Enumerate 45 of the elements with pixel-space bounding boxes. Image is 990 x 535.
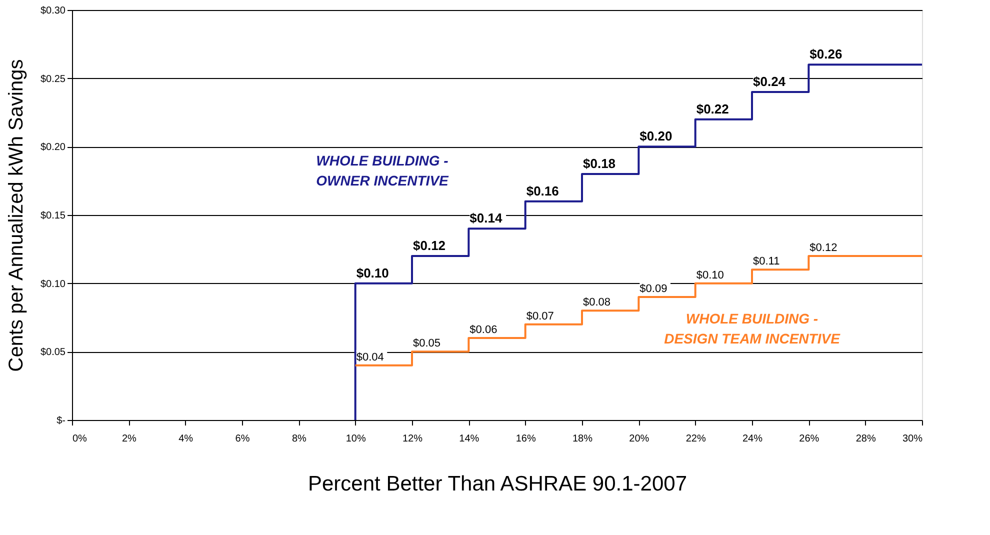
text: WHOLE BUILDING - OWNER INCENTIVE (316, 152, 450, 189)
series-label: WHOLE BUILDING - DESIGN TEAM INCENTIVE (664, 310, 841, 347)
x-tick-label: 20% (629, 434, 650, 444)
x-tick-label: 8% (292, 434, 306, 444)
data-label: $0.24 (753, 74, 786, 89)
data-label: $0.14 (470, 210, 503, 226)
x-tick-label: 12% (402, 434, 423, 444)
data-label: $0.05 (413, 338, 441, 350)
data-label: $0.06 (470, 324, 498, 336)
y-tick-label: $0.10 (40, 278, 66, 290)
y-tick-label: $0.30 (40, 6, 66, 16)
data-label: $0.04 (356, 351, 384, 364)
y-tick-label: $- (56, 416, 66, 426)
data-label: $0.10 (356, 265, 389, 280)
data-label: $0.12 (810, 242, 838, 254)
data-label: $0.26 (810, 46, 842, 62)
x-tick-label: 22% (686, 434, 706, 444)
x-tick-label: 16% (516, 434, 536, 444)
x-tick-label: 28% (856, 434, 876, 444)
x-tick-label: 14% (459, 434, 480, 444)
data-label: $0.08 (583, 296, 611, 309)
x-tick-label: 0% (72, 434, 88, 444)
data-label: $0.20 (640, 128, 672, 144)
x-axis-title: Percent Better Than ASHRAE 90.1-2007 (308, 472, 688, 496)
data-label: $0.16 (526, 183, 559, 198)
data-label: $0.11 (753, 256, 780, 268)
x-tick-label: 10% (346, 434, 366, 444)
data-label: $0.18 (583, 156, 616, 171)
x-tick-label: 18% (572, 434, 593, 444)
y-tick-label: $0.20 (40, 142, 66, 154)
x-tick-label: 2% (122, 434, 136, 444)
data-label: $0.10 (696, 269, 724, 282)
data-label: $0.09 (640, 283, 668, 295)
x-tick-label: 30% (902, 434, 923, 444)
x-tick-label: 4% (178, 434, 194, 444)
y-tick-label: $0.05 (40, 347, 66, 358)
x-tick-label: 6% (235, 434, 250, 444)
x-tick-label: 26% (799, 434, 820, 444)
data-label: $0.12 (413, 238, 446, 253)
y-axis-title: Cents per Annualized kWh Savings (5, 59, 28, 372)
x-tick-label: 24% (742, 434, 763, 444)
y-tick-label: $0.15 (40, 210, 66, 222)
data-label: $0.07 (526, 310, 554, 322)
y-tick-label: $0.25 (40, 74, 66, 85)
data-label: $0.22 (696, 101, 729, 116)
